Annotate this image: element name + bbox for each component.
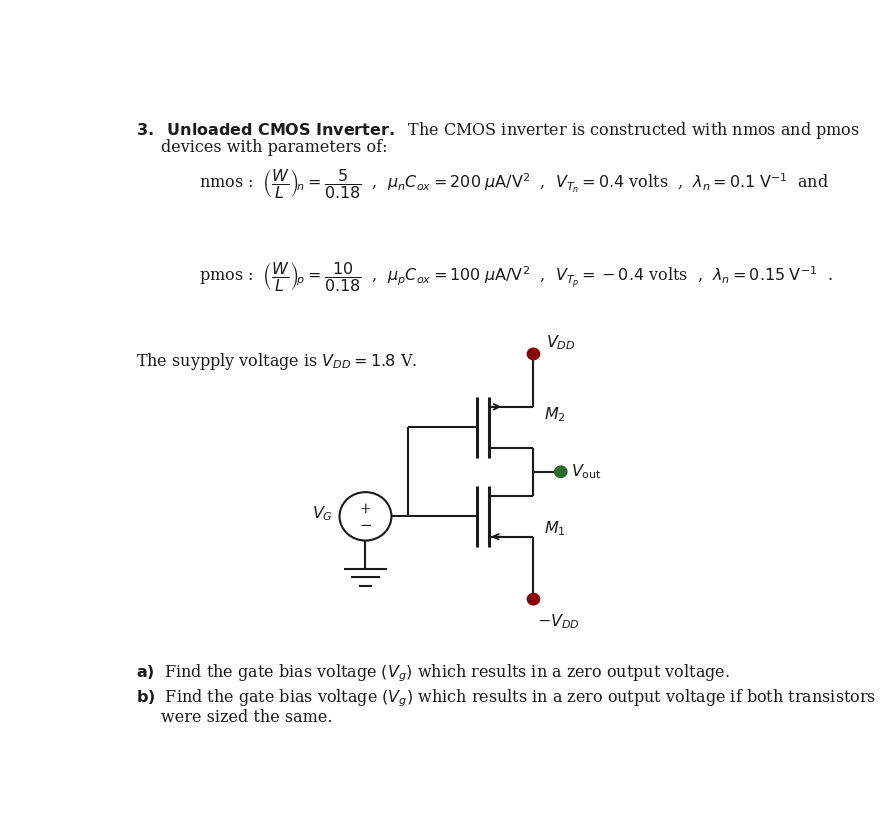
- Text: $\mathbf{a)}$  Find the gate bias voltage $(V_g)$ which results in a zero output: $\mathbf{a)}$ Find the gate bias voltage…: [136, 662, 730, 685]
- Text: $V_{\mathrm{out}}$: $V_{\mathrm{out}}$: [571, 462, 602, 481]
- Text: pmos :  $\left(\dfrac{W}{L}\right)_{\!p} = \dfrac{10}{0.18}$  ,  $\mu_p C_{ox} =: pmos : $\left(\dfrac{W}{L}\right)_{\!p} …: [199, 260, 833, 293]
- Circle shape: [528, 594, 539, 605]
- Text: were sized the same.: were sized the same.: [161, 710, 333, 726]
- Text: $V_{DD}$: $V_{DD}$: [545, 333, 575, 352]
- Text: $M_2$: $M_2$: [544, 405, 566, 424]
- Text: nmos :  $\left(\dfrac{W}{L}\right)_{\!n} = \dfrac{5}{0.18}$  ,  $\mu_n C_{ox} = : nmos : $\left(\dfrac{W}{L}\right)_{\!n} …: [199, 167, 829, 200]
- Text: The suypply voltage is $V_{DD} = 1.8$ V.: The suypply voltage is $V_{DD} = 1.8$ V.: [136, 351, 418, 372]
- Circle shape: [555, 466, 566, 477]
- Text: $V_G$: $V_G$: [312, 504, 333, 523]
- Circle shape: [528, 348, 539, 360]
- Text: $-V_{DD}$: $-V_{DD}$: [537, 612, 580, 630]
- Text: $\mathbf{3.\ \ Unloaded\ CMOS\ Inverter.}$  The CMOS inverter is constructed wit: $\mathbf{3.\ \ Unloaded\ CMOS\ Inverter.…: [136, 120, 860, 141]
- Text: +: +: [359, 502, 371, 516]
- Text: $\mathbf{b)}$  Find the gate bias voltage $(V_g)$ which results in a zero output: $\mathbf{b)}$ Find the gate bias voltage…: [136, 687, 877, 709]
- Text: devices with parameters of:: devices with parameters of:: [161, 140, 388, 156]
- Text: $M_1$: $M_1$: [544, 519, 566, 538]
- Text: $-$: $-$: [359, 517, 372, 531]
